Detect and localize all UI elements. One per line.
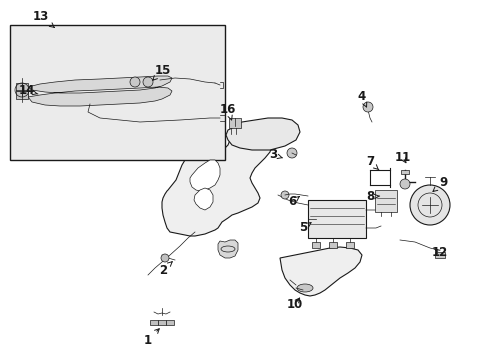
Circle shape <box>286 148 296 158</box>
Text: 2: 2 <box>159 262 172 276</box>
Circle shape <box>409 185 449 225</box>
Text: 4: 4 <box>357 90 366 107</box>
Polygon shape <box>162 128 271 236</box>
Text: 16: 16 <box>220 104 236 120</box>
Circle shape <box>362 102 372 112</box>
Text: 13: 13 <box>33 10 54 27</box>
Polygon shape <box>190 160 220 191</box>
Text: 7: 7 <box>365 156 378 170</box>
Bar <box>311 242 319 248</box>
Text: 15: 15 <box>152 63 171 80</box>
Text: 9: 9 <box>432 176 446 192</box>
Text: 1: 1 <box>143 329 159 346</box>
Bar <box>434 252 444 258</box>
Text: 12: 12 <box>431 247 447 260</box>
Text: 3: 3 <box>268 148 282 162</box>
Polygon shape <box>218 240 238 258</box>
Text: 6: 6 <box>287 195 299 208</box>
Bar <box>150 320 158 325</box>
Bar <box>400 170 408 174</box>
Bar <box>346 242 353 248</box>
Bar <box>374 190 396 212</box>
Text: 10: 10 <box>286 297 303 310</box>
Polygon shape <box>225 118 299 150</box>
Text: 11: 11 <box>394 152 410 165</box>
Bar <box>10 25 224 160</box>
Polygon shape <box>194 188 213 210</box>
Text: 5: 5 <box>298 221 310 234</box>
Circle shape <box>281 191 288 199</box>
Circle shape <box>399 179 409 189</box>
Bar <box>165 320 174 325</box>
Polygon shape <box>28 76 172 106</box>
Text: 14: 14 <box>19 85 38 98</box>
Ellipse shape <box>296 284 312 292</box>
Bar <box>228 118 241 128</box>
Text: 8: 8 <box>365 190 379 203</box>
Bar <box>16 83 28 91</box>
Bar <box>328 242 336 248</box>
Circle shape <box>130 77 140 87</box>
Circle shape <box>161 254 169 262</box>
Bar <box>307 200 365 238</box>
Polygon shape <box>280 247 361 296</box>
Circle shape <box>142 77 153 87</box>
Bar <box>158 320 165 325</box>
Bar <box>16 91 28 99</box>
